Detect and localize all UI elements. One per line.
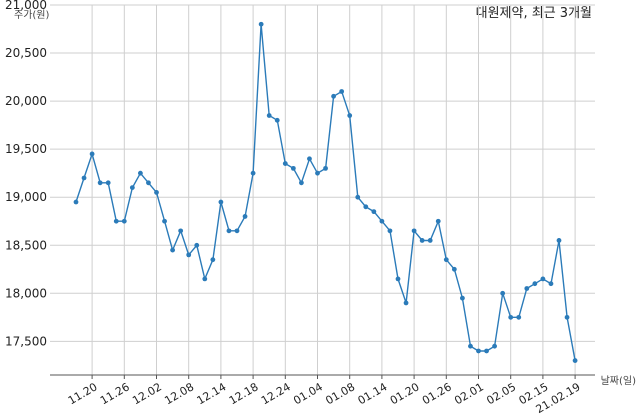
data-point	[460, 295, 465, 301]
data-point	[556, 238, 562, 243]
x-tick-label: 01.08	[323, 380, 357, 407]
data-point	[154, 190, 159, 195]
data-point	[210, 257, 216, 263]
data-point	[443, 257, 449, 263]
data-point	[468, 343, 473, 349]
data-point	[81, 175, 87, 181]
x-tick-label: 12.14	[195, 380, 229, 407]
data-point	[331, 93, 336, 99]
data-point	[146, 180, 151, 186]
data-point	[484, 348, 489, 354]
data-point	[113, 218, 119, 224]
y-tick-label: 20,000	[5, 94, 47, 108]
data-point	[226, 228, 232, 234]
x-axis-ticks: 11.2011.2612.0212.0812.1412.1812.2401.04…	[66, 375, 583, 414]
y-tick-label: 20,500	[5, 46, 47, 60]
data-point	[564, 314, 570, 320]
data-point	[307, 156, 312, 162]
y-axis-ticks: 17,500 18,000 18,500 19,000 19,500 20,000 20,5…	[5, 0, 47, 348]
data-point	[451, 266, 457, 272]
data-point	[178, 228, 184, 234]
data-point	[234, 228, 240, 234]
y-tick-label: 17,500	[5, 334, 47, 348]
data-point	[97, 180, 103, 186]
data-point	[186, 252, 192, 258]
data-point	[121, 218, 127, 224]
data-point	[258, 21, 264, 27]
x-tick-label: 12.02	[130, 380, 164, 407]
chart-title: 대원제약, 최근 3개월	[476, 6, 592, 21]
data-point	[419, 238, 425, 243]
x-tick-label: 01.14	[356, 380, 390, 407]
data-point	[540, 276, 546, 282]
x-tick-label: 01.20	[388, 380, 422, 407]
data-point	[339, 89, 345, 94]
data-point	[363, 204, 369, 210]
data-point	[170, 247, 176, 253]
data-point	[138, 170, 143, 176]
data-point	[89, 151, 95, 157]
data-point	[162, 218, 167, 224]
data-point	[355, 194, 361, 200]
data-point	[403, 300, 409, 306]
data-point	[371, 209, 377, 215]
x-tick-label: 12.24	[259, 380, 293, 407]
x-tick-label: 11.20	[66, 380, 100, 407]
x-tick-label: 12.18	[227, 380, 261, 407]
data-point	[492, 343, 497, 349]
data-point	[427, 238, 433, 243]
data-point	[395, 276, 401, 282]
data-point	[387, 228, 393, 234]
data-point	[500, 290, 506, 296]
data-point	[516, 314, 522, 320]
data-point	[532, 281, 538, 287]
data-point	[508, 314, 514, 320]
y-tick-label: 19,500	[5, 142, 47, 156]
data-point	[194, 242, 200, 248]
x-tick-label: 02.05	[484, 380, 518, 407]
data-point	[274, 117, 280, 123]
data-point	[548, 281, 554, 287]
y-tick-label: 18,000	[5, 286, 47, 300]
data-point	[290, 165, 296, 171]
x-tick-label: 11.26	[98, 380, 132, 407]
price-series	[73, 21, 578, 363]
x-axis-label: 날짜(일)	[601, 375, 637, 387]
data-point	[323, 165, 328, 171]
x-tick-label: 12.08	[162, 380, 196, 407]
data-point	[315, 170, 320, 176]
data-point	[242, 214, 248, 219]
price-line	[75, 24, 576, 361]
data-point	[524, 286, 530, 291]
data-point	[435, 218, 441, 224]
data-point	[266, 113, 272, 118]
y-tick-label: 18,500	[5, 238, 47, 252]
x-tick-label: 02.01	[452, 380, 486, 407]
data-point	[347, 113, 353, 118]
data-point	[282, 161, 288, 166]
x-tick-label: 01.04	[291, 380, 325, 407]
x-tick-label: 01.26	[420, 380, 454, 407]
data-point	[105, 180, 111, 186]
gridlines	[50, 4, 595, 375]
data-point	[411, 228, 417, 234]
y-tick-label: 21,000	[5, 0, 47, 12]
data-point	[379, 218, 385, 224]
data-point	[129, 185, 135, 190]
data-point	[572, 358, 578, 363]
y-tick-label: 19,000	[5, 190, 47, 204]
data-point	[218, 199, 224, 205]
data-point	[476, 348, 481, 354]
data-point	[250, 170, 256, 176]
y-axis-label: 주가(원)	[14, 9, 50, 21]
data-point	[73, 199, 79, 205]
data-point	[299, 180, 304, 186]
data-point	[202, 276, 208, 282]
